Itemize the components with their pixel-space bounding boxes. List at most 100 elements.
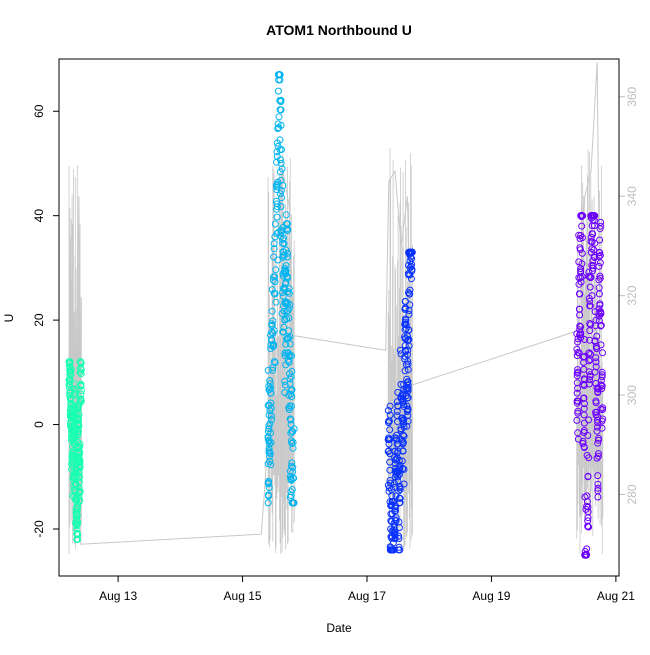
data-point: [71, 480, 79, 488]
data-point: [279, 270, 287, 277]
data-point: [288, 462, 295, 470]
data-point: [587, 321, 594, 329]
data-point: [575, 290, 583, 298]
data-point: [402, 392, 410, 400]
data-point: [66, 375, 74, 383]
data-point: [588, 245, 596, 253]
data-point: [279, 272, 287, 280]
data-point: [592, 397, 600, 405]
data-point: [586, 356, 594, 364]
data-point: [269, 343, 277, 350]
data-point: [396, 346, 404, 354]
data-point: [573, 416, 581, 424]
data-point: [598, 368, 606, 376]
data-point: [579, 353, 587, 361]
data-point: [279, 248, 287, 256]
data-point: [75, 448, 83, 456]
data-point: [268, 307, 276, 315]
data-point: [73, 520, 81, 528]
data-point: [266, 457, 274, 465]
data-point: [283, 335, 290, 343]
data-point: [581, 336, 588, 343]
data-point: [394, 388, 402, 396]
data-point: [287, 492, 295, 499]
data-point: [65, 358, 73, 366]
data-point: [395, 494, 403, 502]
data-point: [586, 297, 594, 305]
chart-title: ATOM1 Northbound U: [266, 22, 412, 38]
data-point: [274, 120, 282, 128]
data-point: [264, 433, 272, 441]
data-point: [285, 327, 293, 335]
point-series: [65, 358, 85, 543]
data-point: [282, 262, 290, 270]
data-point: [573, 389, 581, 397]
point-series: [384, 248, 416, 554]
data-point: [581, 493, 589, 501]
data-point: [391, 473, 399, 481]
data-point: [65, 384, 73, 391]
x-tick-label: Aug 21: [597, 589, 635, 603]
data-point: [273, 158, 280, 166]
data-point: [586, 283, 594, 291]
data-point: [580, 380, 588, 388]
data-point: [595, 248, 603, 256]
data-point: [573, 330, 581, 338]
data-point: [402, 297, 409, 305]
data-point: [402, 316, 410, 324]
data-point: [285, 406, 293, 413]
data-point: [391, 456, 399, 464]
data-point: [400, 386, 408, 394]
data-point: [581, 551, 589, 559]
plot-border: [58, 58, 620, 577]
data-point: [573, 345, 581, 353]
data-point: [288, 439, 296, 447]
data-point: [396, 465, 404, 473]
data-point: [395, 532, 403, 540]
data-point: [390, 479, 398, 487]
data-point: [288, 459, 296, 467]
data-point: [595, 276, 603, 284]
points-layer: [65, 71, 607, 559]
data-point: [599, 349, 606, 357]
data-point: [68, 452, 76, 460]
data-point: [595, 284, 603, 292]
data-point: [398, 457, 406, 465]
y-tick-label: 20: [32, 313, 46, 327]
y-tick-label: -20: [32, 520, 46, 538]
data-point: [290, 474, 298, 482]
data-point: [593, 384, 601, 392]
data-point: [267, 412, 275, 420]
data-point: [386, 426, 394, 434]
data-point: [269, 276, 277, 284]
data-point: [77, 370, 85, 378]
data-point: [583, 451, 591, 459]
data-point: [278, 194, 285, 202]
data-point: [591, 337, 599, 345]
y2-tick-label: 360: [625, 86, 639, 106]
data-point: [287, 474, 295, 482]
data-point: [406, 290, 414, 298]
data-point: [594, 480, 602, 488]
data-point: [574, 338, 582, 346]
data-point: [574, 397, 582, 405]
data-point: [398, 436, 405, 444]
data-point: [277, 226, 285, 234]
data-point: [593, 345, 601, 353]
data-point: [575, 280, 583, 288]
data-point: [399, 447, 407, 455]
data-point: [403, 422, 411, 430]
data-point: [285, 391, 293, 399]
y2-tick-label: 300: [625, 385, 639, 405]
data-point: [268, 286, 276, 293]
data-point: [589, 257, 597, 265]
data-point: [596, 259, 604, 267]
data-point: [270, 289, 278, 297]
data-point: [594, 484, 602, 492]
data-point: [580, 394, 588, 402]
data-point: [596, 225, 604, 233]
data-point: [401, 320, 409, 328]
data-point: [265, 422, 273, 430]
data-point: [68, 426, 76, 434]
